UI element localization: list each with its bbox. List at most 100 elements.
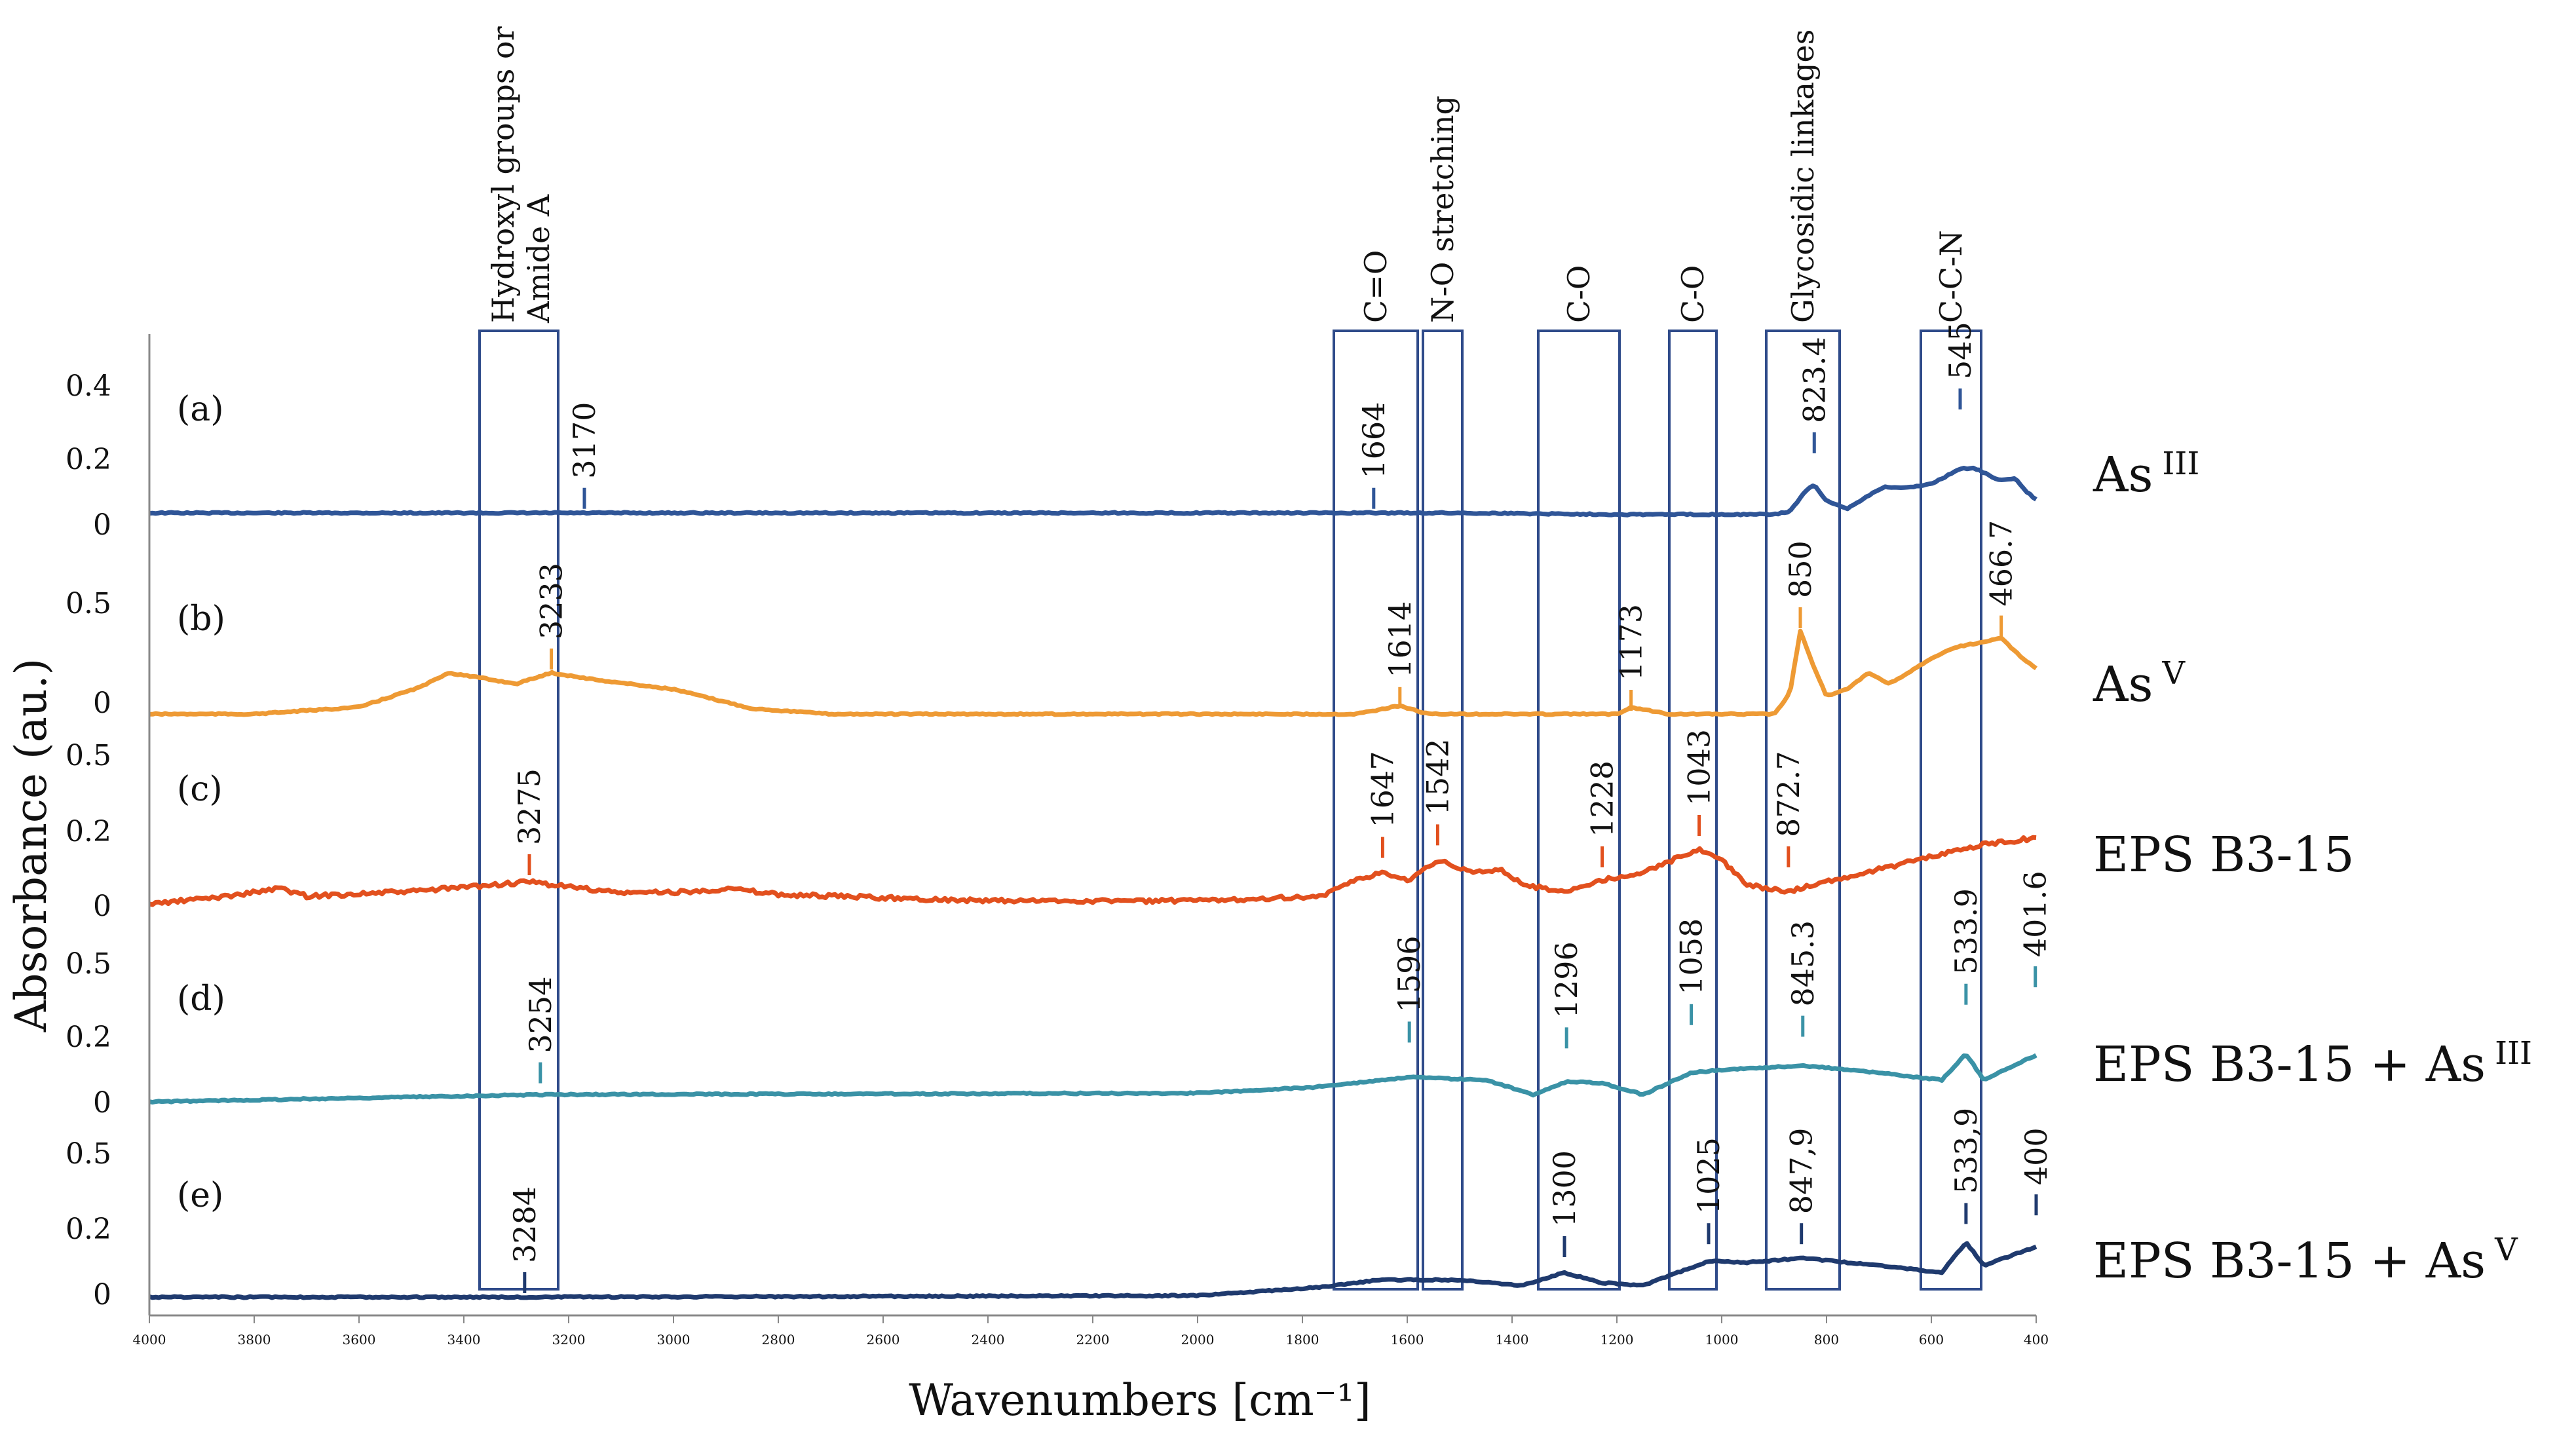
x-tick-label: 1400 bbox=[1496, 1332, 1529, 1348]
x-tick-label: 1000 bbox=[1705, 1332, 1739, 1348]
peak-label: 850 bbox=[1783, 540, 1818, 598]
band-box bbox=[1422, 330, 1464, 1291]
band-label-line2: Amide A bbox=[521, 194, 556, 324]
x-tick-label: 3000 bbox=[657, 1332, 691, 1348]
peak-label: 3170 bbox=[567, 402, 602, 479]
x-tick-label: 2400 bbox=[972, 1332, 1005, 1348]
x-tick-label: 2800 bbox=[762, 1332, 795, 1348]
peak-label: 1228 bbox=[1585, 761, 1620, 837]
peak-label: 1596 bbox=[1392, 935, 1427, 1012]
spectra-curves bbox=[149, 465, 2038, 1300]
y-tick-label: 0.5 bbox=[66, 1137, 111, 1171]
band-box bbox=[1920, 330, 1982, 1291]
band-box bbox=[1333, 330, 1419, 1291]
panel-letter-b: (b) bbox=[177, 599, 225, 639]
series-name-superscript: V bbox=[2161, 655, 2186, 692]
series-name-superscript: III bbox=[2495, 1035, 2532, 1072]
peak-label: 401.6 bbox=[2018, 871, 2053, 957]
peak-label: 533.9 bbox=[1948, 888, 1984, 975]
y-tick-label: 0 bbox=[93, 687, 111, 720]
y-tick-label: 0 bbox=[93, 890, 111, 923]
series-name-superscript: V bbox=[2494, 1232, 2518, 1268]
peak-label: 1058 bbox=[1674, 918, 1709, 995]
band-box bbox=[1765, 330, 1841, 1291]
series-line-a bbox=[149, 465, 2037, 518]
band-label: C=O bbox=[1358, 250, 1393, 323]
series-line-e bbox=[149, 1241, 2037, 1300]
peak-label: 1542 bbox=[1420, 738, 1455, 815]
y-tick-label: 0 bbox=[93, 1086, 111, 1120]
series-line-b bbox=[149, 628, 2038, 717]
band-box bbox=[478, 330, 559, 1291]
band-label: C-O bbox=[1675, 265, 1711, 323]
panel-letter-e: (e) bbox=[177, 1176, 223, 1215]
peak-label: 400 bbox=[2018, 1127, 2054, 1185]
x-axis-title: Wavenumbers [cm⁻¹] bbox=[909, 1375, 1371, 1425]
series-labels: (a) As III (b) As V (c) EPS B3-15 (d) EPS B3-15 +… bbox=[177, 390, 2532, 1289]
peak-label: 3275 bbox=[512, 768, 547, 845]
peak-label: 1647 bbox=[1365, 751, 1400, 828]
panel-letter-d: (d) bbox=[177, 979, 225, 1019]
band-label: Hydroxyl groups or bbox=[485, 26, 521, 323]
peak-label: 1025 bbox=[1691, 1137, 1726, 1214]
y-tick-label: 0 bbox=[93, 1278, 111, 1311]
peak-label: 3233 bbox=[534, 563, 569, 639]
band-label: C-C-N bbox=[1933, 230, 1969, 323]
x-tick-label: 3600 bbox=[343, 1332, 376, 1348]
axes: Absorbance (au.) Wavenumbers [cm⁻¹] 4000… bbox=[6, 334, 2049, 1425]
x-tick-label: 1200 bbox=[1601, 1332, 1634, 1348]
peak-label: 847,9 bbox=[1784, 1127, 1819, 1214]
peak-label: 1173 bbox=[1614, 604, 1649, 681]
y-axis-title: Absorbance (au.) bbox=[6, 658, 56, 1033]
peak-label: 1296 bbox=[1549, 941, 1584, 1018]
peak-label: 533,9 bbox=[1948, 1108, 1984, 1194]
peak-label: 872.7 bbox=[1771, 751, 1806, 837]
series-name-superscript: III bbox=[2162, 445, 2199, 482]
y-tick-label: 0 bbox=[93, 508, 111, 542]
series-name-e: EPS B3-15 + As V bbox=[2093, 1232, 2518, 1289]
peak-label: 1664 bbox=[1356, 402, 1392, 479]
series-line-c bbox=[149, 835, 2037, 907]
panel-letter-c: (c) bbox=[177, 770, 223, 809]
x-tick-label: 2000 bbox=[1181, 1332, 1215, 1348]
y-tick-label: 0.4 bbox=[66, 369, 111, 403]
band-box bbox=[1537, 330, 1621, 1291]
panel-letter-a: (a) bbox=[177, 390, 224, 429]
peak-label: 3284 bbox=[507, 1186, 542, 1263]
peak-label: 1614 bbox=[1382, 601, 1418, 678]
peak-annotations: 3170 1664 823.4 545 3233 1614 1173 850 466.7 3275… bbox=[507, 322, 2054, 1293]
peak-label: 823.4 bbox=[1796, 337, 1832, 423]
y-tick-label: 0.5 bbox=[66, 739, 111, 772]
x-tick-label: 2600 bbox=[867, 1332, 900, 1348]
y-tick-label: 0.2 bbox=[66, 1021, 111, 1054]
x-tick-label: 600 bbox=[1919, 1332, 1944, 1348]
x-tick-label: 3200 bbox=[552, 1332, 586, 1348]
y-tick-label: 0.2 bbox=[66, 1213, 111, 1246]
x-tick-label: 1600 bbox=[1391, 1332, 1424, 1348]
peak-label: 3254 bbox=[523, 977, 558, 1053]
band-label: N-O stretching bbox=[1425, 96, 1460, 323]
x-tick-label: 4000 bbox=[133, 1332, 166, 1348]
y-tick-label: 0.5 bbox=[66, 587, 111, 620]
band-box bbox=[1668, 330, 1718, 1291]
x-tick-label: 800 bbox=[1814, 1332, 1839, 1348]
band-boxes: Hydroxyl groups or Amide A C=O N-O stretchi… bbox=[478, 26, 1982, 1291]
y-tick-label: 0.2 bbox=[66, 443, 111, 476]
series-name-c: EPS B3-15 bbox=[2093, 827, 2355, 883]
series-line-d bbox=[149, 1053, 2037, 1105]
x-tick-label: 2200 bbox=[1076, 1332, 1110, 1348]
x-tick-label: 1800 bbox=[1286, 1332, 1319, 1348]
series-name-a: As III bbox=[2093, 445, 2199, 503]
y-tick-label: 0.2 bbox=[66, 815, 111, 848]
peak-label: 1300 bbox=[1547, 1150, 1582, 1227]
peak-label: 466.7 bbox=[1984, 520, 2019, 607]
x-tick-label: 3400 bbox=[447, 1332, 481, 1348]
band-label: Glycosidic linkages bbox=[1785, 29, 1821, 323]
series-name-d: EPS B3-15 + As III bbox=[2093, 1035, 2532, 1093]
y-tick-label: 0.5 bbox=[66, 947, 111, 981]
x-tick-label: 400 bbox=[2024, 1332, 2049, 1348]
x-tick-label: 3800 bbox=[238, 1332, 271, 1348]
peak-label: 845.3 bbox=[1785, 920, 1821, 1007]
peak-label: 545 bbox=[1942, 322, 1978, 379]
